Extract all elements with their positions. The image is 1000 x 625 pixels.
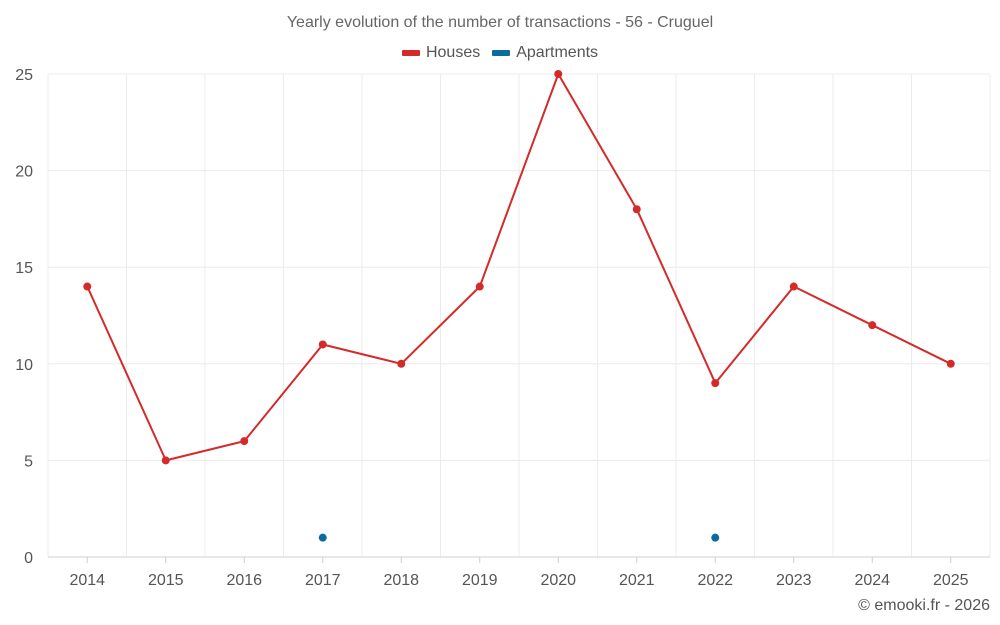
x-tick-label: 2015 [148,572,184,589]
data-point-houses [632,205,641,214]
x-tick-label: 2023 [776,572,812,589]
x-tick-label: 2025 [933,572,969,589]
series-line-houses [86,73,952,462]
legend-label-apartments: Apartments [516,44,599,61]
y-tick-label: 15 [15,260,33,277]
y-tick-label: 0 [24,550,33,567]
data-point-houses [83,282,92,291]
legend-item-houses[interactable]: Houses [401,44,481,62]
x-tick-label: 2016 [226,572,262,589]
data-point-houses [161,456,170,465]
x-tick-label: 2024 [854,572,890,589]
legend: Houses Apartments [0,44,1000,62]
y-tick-label: 10 [15,357,33,374]
x-tick-label: 2022 [697,572,733,589]
x-tick-label: 2017 [305,572,341,589]
x-tick-label: 2018 [383,572,419,589]
data-point-apartments [318,533,327,542]
legend-label-houses: Houses [425,44,481,61]
x-tick-label: 2021 [619,572,655,589]
copyright-credit: © emooki.fr - 2026 [858,597,990,614]
grid [47,73,991,558]
data-point-houses [789,282,798,291]
legend-swatch-houses [401,50,420,56]
y-tick-label: 5 [24,453,33,470]
y-tick-label: 20 [15,164,33,181]
chart-title: Yearly evolution of the number of transa… [286,14,714,31]
data-point-houses [868,321,877,330]
data-point-houses [475,282,484,291]
x-tick-label: 2014 [69,572,105,589]
data-point-houses [240,437,249,446]
data-point-houses [711,379,720,388]
data-point-houses [318,340,327,349]
y-tick-label: 25 [15,67,33,84]
data-point-apartments [711,533,720,542]
series [83,70,955,542]
x-tick-label: 2019 [462,572,498,589]
data-point-houses [397,359,406,368]
data-point-houses [946,359,955,368]
data-point-houses [554,70,563,78]
x-tick-label: 2020 [540,572,576,589]
legend-swatch-apartments [492,50,511,56]
legend-item-apartments[interactable]: Apartments [492,44,598,62]
